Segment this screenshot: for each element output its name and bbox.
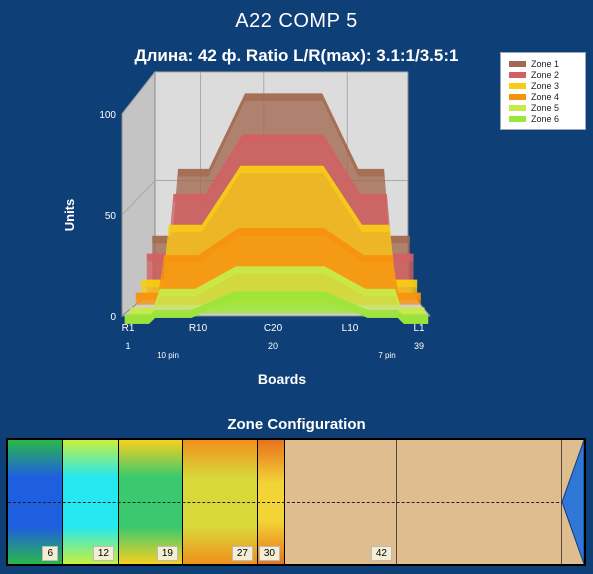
series-ribbon-top <box>124 291 429 324</box>
zone-configuration-lane: 6 12 19 27 30 42 <box>6 438 586 566</box>
y-tick-label: 50 <box>105 211 117 222</box>
y-axis-label: Units <box>62 199 77 232</box>
chart-subtitle: Длина: 42 ф. Ratio L/R(max): 3.1:1/3.5:1 <box>134 46 459 65</box>
legend-label: Zone 4 <box>531 91 560 102</box>
series-ribbon-top <box>130 266 425 316</box>
x-axis-label: Boards <box>258 371 306 387</box>
zone-distance-label: 12 <box>92 546 114 561</box>
board-number-label: 20 <box>268 341 278 351</box>
chart-title: A22 COMP 5 <box>235 10 358 32</box>
legend-swatch <box>509 115 526 122</box>
x-tick-label: L10 <box>342 323 359 334</box>
zone-distance-label: 30 <box>258 546 280 561</box>
pin-deck-triangle <box>562 440 584 564</box>
legend-item: Zone 2 <box>509 69 559 80</box>
pin-label: 7 pin <box>378 351 395 360</box>
pin-label: 10 pin <box>157 351 179 360</box>
zone-distance-label: 42 <box>370 546 392 561</box>
x-tick-label: L1 <box>413 323 425 334</box>
chart-gridline <box>121 180 156 216</box>
legend-item: Zone 3 <box>509 80 559 91</box>
chart-gridline <box>121 71 156 115</box>
board-number-label: 39 <box>414 341 424 351</box>
x-tick-label: R10 <box>189 323 208 334</box>
board-number-label: 1 <box>125 341 130 351</box>
zone-distance-label: 6 <box>42 546 58 561</box>
legend-label: Zone 5 <box>531 102 560 113</box>
legend-label: Zone 1 <box>531 58 560 69</box>
zone-distance-label: 19 <box>156 546 178 561</box>
x-tick-label: C20 <box>264 323 283 334</box>
y-tick-label: 100 <box>99 110 116 121</box>
series-ribbon-top <box>135 228 421 301</box>
legend-label: Zone 3 <box>531 80 560 91</box>
legend-swatch <box>509 82 526 89</box>
legend-swatch <box>509 71 526 78</box>
legend-swatch <box>509 104 526 111</box>
legend-label: Zone 2 <box>531 69 560 80</box>
lane-center-line <box>8 502 584 503</box>
series-area <box>124 299 429 324</box>
legend-swatch <box>509 93 526 100</box>
chart-legend: Zone 1 Zone 2 Zone 3 Zone 4 Zone 5 Zone 6 <box>500 52 586 130</box>
legend-item: Zone 1 <box>509 58 559 69</box>
x-tick-label: R1 <box>122 323 135 334</box>
legend-swatch <box>509 60 526 67</box>
series-ribbon-top <box>141 165 418 288</box>
zone-segment-6: 42 <box>285 440 396 564</box>
legend-item: Zone 6 <box>509 113 559 124</box>
zone-configuration-title: Zone Configuration <box>227 416 366 433</box>
legend-label: Zone 6 <box>531 113 560 124</box>
y-tick-label: 0 <box>110 312 116 323</box>
series-ribbon-top <box>146 134 414 262</box>
legend-item: Zone 5 <box>509 102 559 113</box>
zone-distance-label: 27 <box>231 546 253 561</box>
legend-item: Zone 4 <box>509 91 559 102</box>
oil-pattern-chart: 0 50 100 Units R1 R10 C20 L10 L1 1 20 39 10 pin 7 pin… <box>62 70 432 387</box>
